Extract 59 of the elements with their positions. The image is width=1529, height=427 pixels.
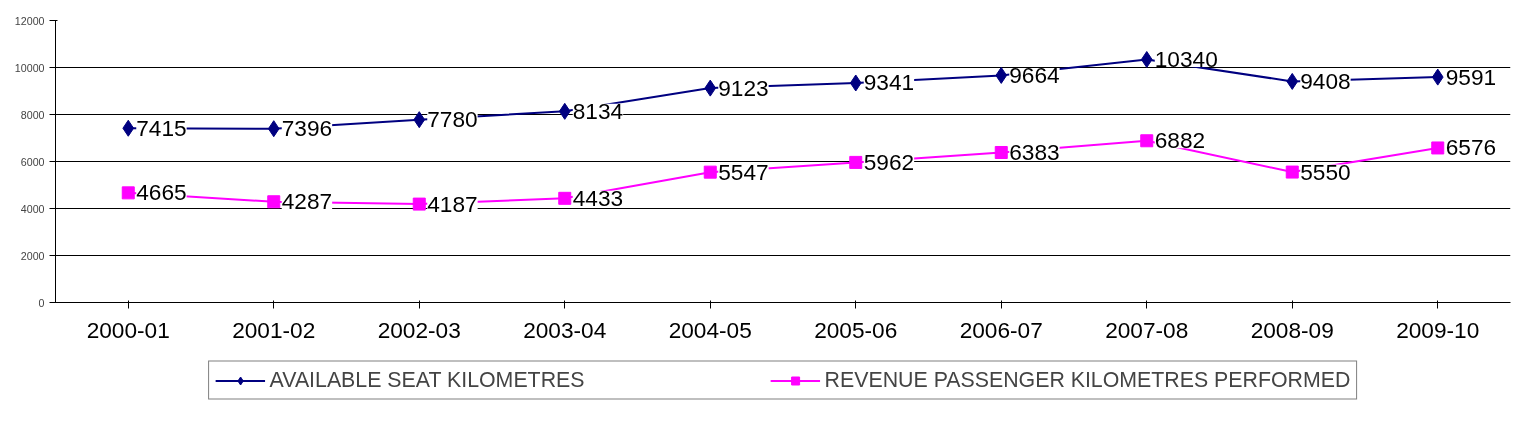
x-tick-label: 2003-04 <box>523 316 607 343</box>
point <box>1285 165 1299 179</box>
point <box>703 165 717 179</box>
data-label: 9341 <box>863 69 915 96</box>
y-tick-label: 8000 <box>20 108 45 121</box>
point <box>413 111 426 129</box>
point <box>995 66 1008 84</box>
point <box>558 191 572 205</box>
point <box>849 74 862 92</box>
point <box>121 186 135 200</box>
y-tick-label: 2000 <box>20 249 45 262</box>
point <box>994 146 1008 159</box>
x-tick-label: 2008-09 <box>1250 316 1334 343</box>
x-tick-label: 2005-06 <box>814 316 898 343</box>
point <box>1431 141 1445 155</box>
data-label: 9664 <box>1009 61 1060 88</box>
point <box>704 79 717 97</box>
data-label: 6882 <box>1154 127 1206 154</box>
data-label: 5962 <box>863 148 915 175</box>
data-label: 6576 <box>1445 134 1497 161</box>
y-tick-label: 0 <box>38 296 45 309</box>
data-label: 4433 <box>572 184 624 211</box>
data-label: 9591 <box>1445 63 1497 90</box>
legend-label: AVAILABLE SEAT KILOMETRES <box>269 367 586 393</box>
x-tick-label: 2002-03 <box>377 316 461 343</box>
point <box>1140 51 1153 69</box>
point <box>267 120 280 138</box>
x-tick-label: 2009-10 <box>1396 316 1480 343</box>
point <box>1431 68 1444 86</box>
data-label: 5547 <box>718 158 769 185</box>
point <box>1140 134 1154 148</box>
data-label: 7780 <box>427 106 478 133</box>
legend-label: REVENUE PASSENGER KILOMETRES PERFORMED <box>824 367 1351 393</box>
point <box>267 195 281 209</box>
data-label: 7415 <box>136 114 187 141</box>
point <box>849 155 863 169</box>
data-label: 4187 <box>427 190 478 217</box>
data-label: 9408 <box>1300 67 1351 94</box>
point <box>412 197 426 211</box>
x-tick-label: 2006-07 <box>959 316 1043 343</box>
data-label: 9123 <box>718 74 769 101</box>
data-label: 7396 <box>281 115 333 142</box>
data-label: 6383 <box>1009 139 1060 165</box>
y-tick-label: 4000 <box>20 202 45 215</box>
data-label: 5550 <box>1300 158 1351 185</box>
x-tick-label: 2004-05 <box>668 316 752 343</box>
x-tick-label: 2000-01 <box>86 316 170 343</box>
data-label: 10340 <box>1154 46 1218 73</box>
y-tick-label: 10000 <box>14 61 45 74</box>
y-tick-label: 6000 <box>20 155 45 168</box>
data-label: 8134 <box>572 97 624 124</box>
data-label: 4287 <box>281 188 333 215</box>
point <box>558 102 571 120</box>
x-tick-label: 2007-08 <box>1105 316 1189 343</box>
data-label: 4665 <box>136 179 187 206</box>
point <box>122 119 135 137</box>
y-tick-label: 12000 <box>14 14 45 27</box>
point <box>1286 72 1299 90</box>
x-tick-label: 2001-02 <box>232 316 316 343</box>
